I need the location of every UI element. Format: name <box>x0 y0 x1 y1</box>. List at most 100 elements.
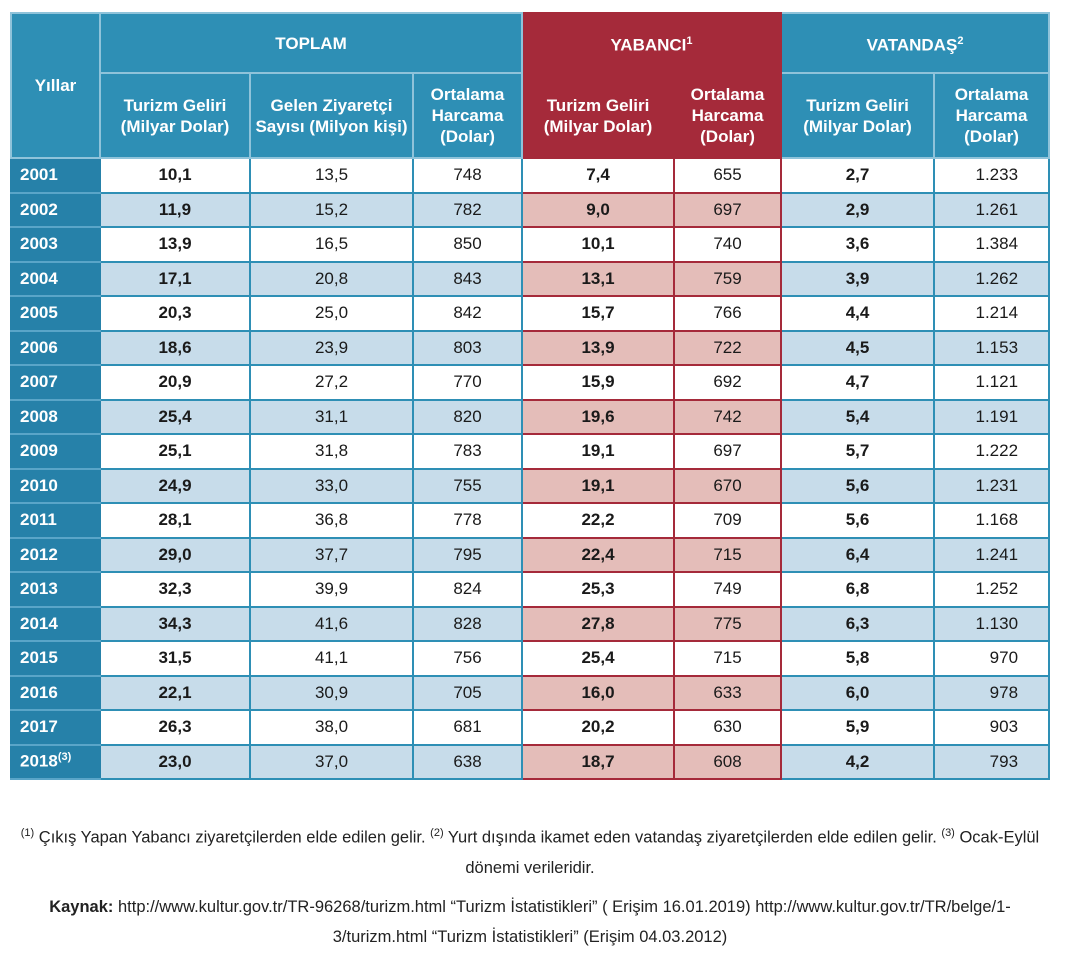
value-cell: 3,9 <box>780 260 936 297</box>
data-row: 2017 26,3 38,0 681 20,2 630 5,9 903 <box>10 709 1051 746</box>
data-row: 2004 17,1 20,8 843 13,1 759 3,9 1.262 <box>10 260 1051 297</box>
value-cell: 19,1 <box>521 433 676 470</box>
value-cell: 756 <box>411 640 524 677</box>
value-cell: 1.121 <box>933 364 1051 401</box>
year-cell: 2008 <box>10 398 101 435</box>
value-cell: 978 <box>933 674 1051 711</box>
year: 2011 <box>20 510 57 530</box>
value-cell: 27,8 <box>521 605 676 642</box>
value-cell: 5,6 <box>780 467 936 504</box>
value-cell: 608 <box>673 743 783 780</box>
value-cell: 1.153 <box>933 329 1051 366</box>
year-cell: 2001 <box>10 157 101 194</box>
data-row: 2018(3) 23,0 37,0 638 18,7 608 4,2 793 <box>10 743 1051 780</box>
value-cell: 37,0 <box>249 743 414 780</box>
year: 2017 <box>20 717 58 737</box>
year: 2002 <box>20 199 58 219</box>
footnote-text: Yurt dışında ikamet eden vatandaş ziyare… <box>447 828 937 847</box>
column-header: Turizm Geliri (Milyar Dolar) <box>99 72 251 159</box>
value-cell: 715 <box>673 640 783 677</box>
value-cell: 20,8 <box>249 260 414 297</box>
column-header: Turizm Geliri (Milyar Dolar) <box>521 72 676 159</box>
data-row: 2006 18,6 23,9 803 13,9 722 4,5 1.153 <box>10 329 1051 366</box>
year: 2015 <box>20 648 58 668</box>
value-cell: 6,4 <box>780 536 936 573</box>
data-row: 2016 22,1 30,9 705 16,0 633 6,0 978 <box>10 674 1051 711</box>
group-title: TOPLAM <box>275 33 347 53</box>
value-cell: 4,4 <box>780 295 936 332</box>
column-header: Ortalama Harcama (Dolar) <box>673 72 783 159</box>
value-cell: 633 <box>673 674 783 711</box>
footnote-mark: (2) <box>430 827 444 839</box>
value-cell: 828 <box>411 605 524 642</box>
value-cell: 7,4 <box>521 157 676 194</box>
year: 2013 <box>20 579 58 599</box>
value-cell: 778 <box>411 502 524 539</box>
year: 2007 <box>20 372 58 392</box>
value-cell: 34,3 <box>99 605 251 642</box>
value-cell: 28,1 <box>99 502 251 539</box>
value-cell: 6,3 <box>780 605 936 642</box>
value-cell: 1.241 <box>933 536 1051 573</box>
year-cell: 2003 <box>10 226 101 263</box>
year-cell: 2011 <box>10 502 101 539</box>
value-cell: 793 <box>933 743 1051 780</box>
subheader-row: Turizm Geliri (Milyar Dolar) Gelen Ziyare… <box>11 72 1051 159</box>
value-cell: 25,0 <box>249 295 414 332</box>
value-cell: 10,1 <box>99 157 251 194</box>
year: 2003 <box>20 234 58 254</box>
value-cell: 6,0 <box>780 674 936 711</box>
value-cell: 23,9 <box>249 329 414 366</box>
footnote-text: Çıkış Yapan Yabancı ziyaretçilerden elde… <box>38 828 426 847</box>
data-row: 2010 24,9 33,0 755 19,1 670 5,6 1.231 <box>10 467 1051 504</box>
value-cell: 1.168 <box>933 502 1051 539</box>
table-body: 2001 10,1 13,5 748 7,4 655 2,7 1.233 2002 11,9 15,… <box>10 157 1051 780</box>
value-cell: 655 <box>673 157 783 194</box>
value-cell: 1.384 <box>933 226 1051 263</box>
value-cell: 36,8 <box>249 502 414 539</box>
value-cell: 783 <box>411 433 524 470</box>
value-cell: 31,5 <box>99 640 251 677</box>
column-header: Ortalama Harcama (Dolar) <box>411 72 524 159</box>
value-cell: 1.252 <box>933 571 1051 608</box>
value-cell: 30,9 <box>249 674 414 711</box>
value-cell: 13,5 <box>249 157 414 194</box>
year-cell: 2012 <box>10 536 101 573</box>
header-row: Yıllar TOPLAM YABANCI1 VATANDAŞ2 <box>10 12 1051 159</box>
data-row: 2001 10,1 13,5 748 7,4 655 2,7 1.233 <box>10 157 1051 194</box>
year-cell: 2004 <box>10 260 101 297</box>
value-cell: 15,9 <box>521 364 676 401</box>
year: 2001 <box>20 165 58 185</box>
value-cell: 25,1 <box>99 433 251 470</box>
value-cell: 20,3 <box>99 295 251 332</box>
footnote-mark: (3) <box>941 827 955 839</box>
value-cell: 29,0 <box>99 536 251 573</box>
value-cell: 1.222 <box>933 433 1051 470</box>
value-cell: 749 <box>673 571 783 608</box>
value-cell: 25,3 <box>521 571 676 608</box>
year-cell: 2010 <box>10 467 101 504</box>
data-row: 2007 20,9 27,2 770 15,9 692 4,7 1.121 <box>10 364 1051 401</box>
year-cell: 2005 <box>10 295 101 332</box>
value-cell: 843 <box>411 260 524 297</box>
value-cell: 41,6 <box>249 605 414 642</box>
value-cell: 2,7 <box>780 157 936 194</box>
tourism-table: Yıllar TOPLAM YABANCI1 VATANDAŞ2 Turizm Geli… <box>10 12 1051 780</box>
year: 2004 <box>20 268 58 288</box>
group-header: TOPLAM <box>98 12 524 74</box>
year-cell: 2013 <box>10 571 101 608</box>
value-cell: 5,8 <box>780 640 936 677</box>
value-cell: 32,3 <box>99 571 251 608</box>
column-header: Ortalama Harcama (Dolar) <box>933 72 1051 159</box>
value-cell: 4,2 <box>780 743 936 780</box>
column-header: Gelen Ziyaretçi Sayısı (Milyon kişi) <box>249 72 414 159</box>
value-cell: 692 <box>673 364 783 401</box>
value-cell: 24,9 <box>99 467 251 504</box>
value-cell: 850 <box>411 226 524 263</box>
value-cell: 766 <box>673 295 783 332</box>
year: 2008 <box>20 406 58 426</box>
value-cell: 705 <box>411 674 524 711</box>
value-cell: 38,0 <box>249 709 414 746</box>
value-cell: 13,9 <box>99 226 251 263</box>
data-row: 2008 25,4 31,1 820 19,6 742 5,4 1.191 <box>10 398 1051 435</box>
